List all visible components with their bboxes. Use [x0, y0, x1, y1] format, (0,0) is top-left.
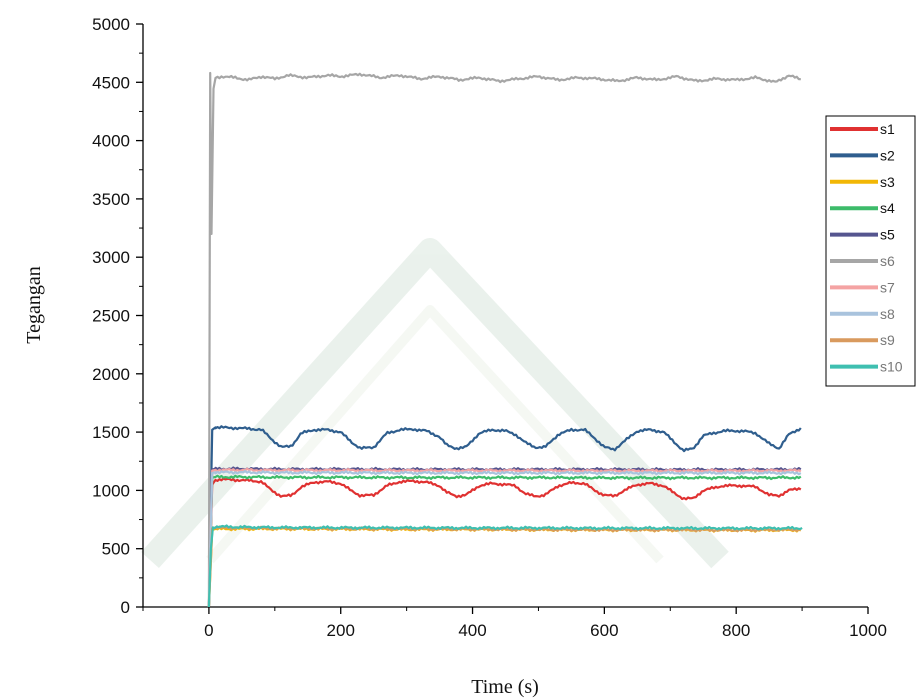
- series-line-s6: [207, 71, 801, 608]
- x-tick-label: 800: [722, 621, 750, 640]
- series-line-s1: [207, 477, 802, 608]
- legend-label-s2: s2: [880, 147, 895, 163]
- series-line-s10: [207, 524, 803, 608]
- legend-label-s1: s1: [880, 121, 895, 137]
- series-line-s7: [207, 467, 802, 608]
- y-tick-label: 1500: [92, 423, 130, 442]
- y-tick-label: 500: [102, 540, 130, 559]
- x-tick-label: 600: [590, 621, 618, 640]
- watermark: [141, 238, 729, 569]
- y-tick-label: 2000: [92, 365, 130, 384]
- y-tick-label: 2500: [92, 307, 130, 326]
- series-line-s2: [207, 425, 802, 608]
- series-line-s8: [207, 470, 802, 608]
- y-tick-label: 3500: [92, 190, 130, 209]
- x-tick-label: 200: [327, 621, 355, 640]
- y-tick-label: 4500: [92, 73, 130, 92]
- series-line-s4: [207, 474, 802, 608]
- legend-label-s3: s3: [880, 174, 895, 190]
- x-tick-label: 0: [204, 621, 213, 640]
- legend-label-s6: s6: [880, 253, 895, 269]
- legend-label-s4: s4: [880, 200, 895, 216]
- x-tick-label: 1000: [849, 621, 887, 640]
- legend-label-s7: s7: [880, 279, 895, 295]
- y-tick-label: 1000: [92, 481, 130, 500]
- legend-label-s5: s5: [880, 227, 895, 243]
- y-tick-label: 5000: [92, 15, 130, 34]
- legend-label-s9: s9: [880, 332, 895, 348]
- legend: s1 s2 s3 s4 s5 s6 s7 s8 s9 s10: [825, 115, 916, 387]
- y-tick-label: 3000: [92, 248, 130, 267]
- legend-label-s8: s8: [880, 306, 895, 322]
- series-group: [207, 71, 803, 608]
- axes: 0 200 400 600 800 1000 0 500 1000 1500 2000 2500 300…: [92, 15, 887, 640]
- y-tick-label: 0: [121, 598, 130, 617]
- y-axis-label: Tegangan: [23, 266, 45, 343]
- legend-label-s10: s10: [880, 359, 903, 375]
- y-tick-label: 4000: [92, 132, 130, 151]
- x-tick-label: 400: [458, 621, 486, 640]
- x-axis-label: Time (s): [471, 676, 539, 698]
